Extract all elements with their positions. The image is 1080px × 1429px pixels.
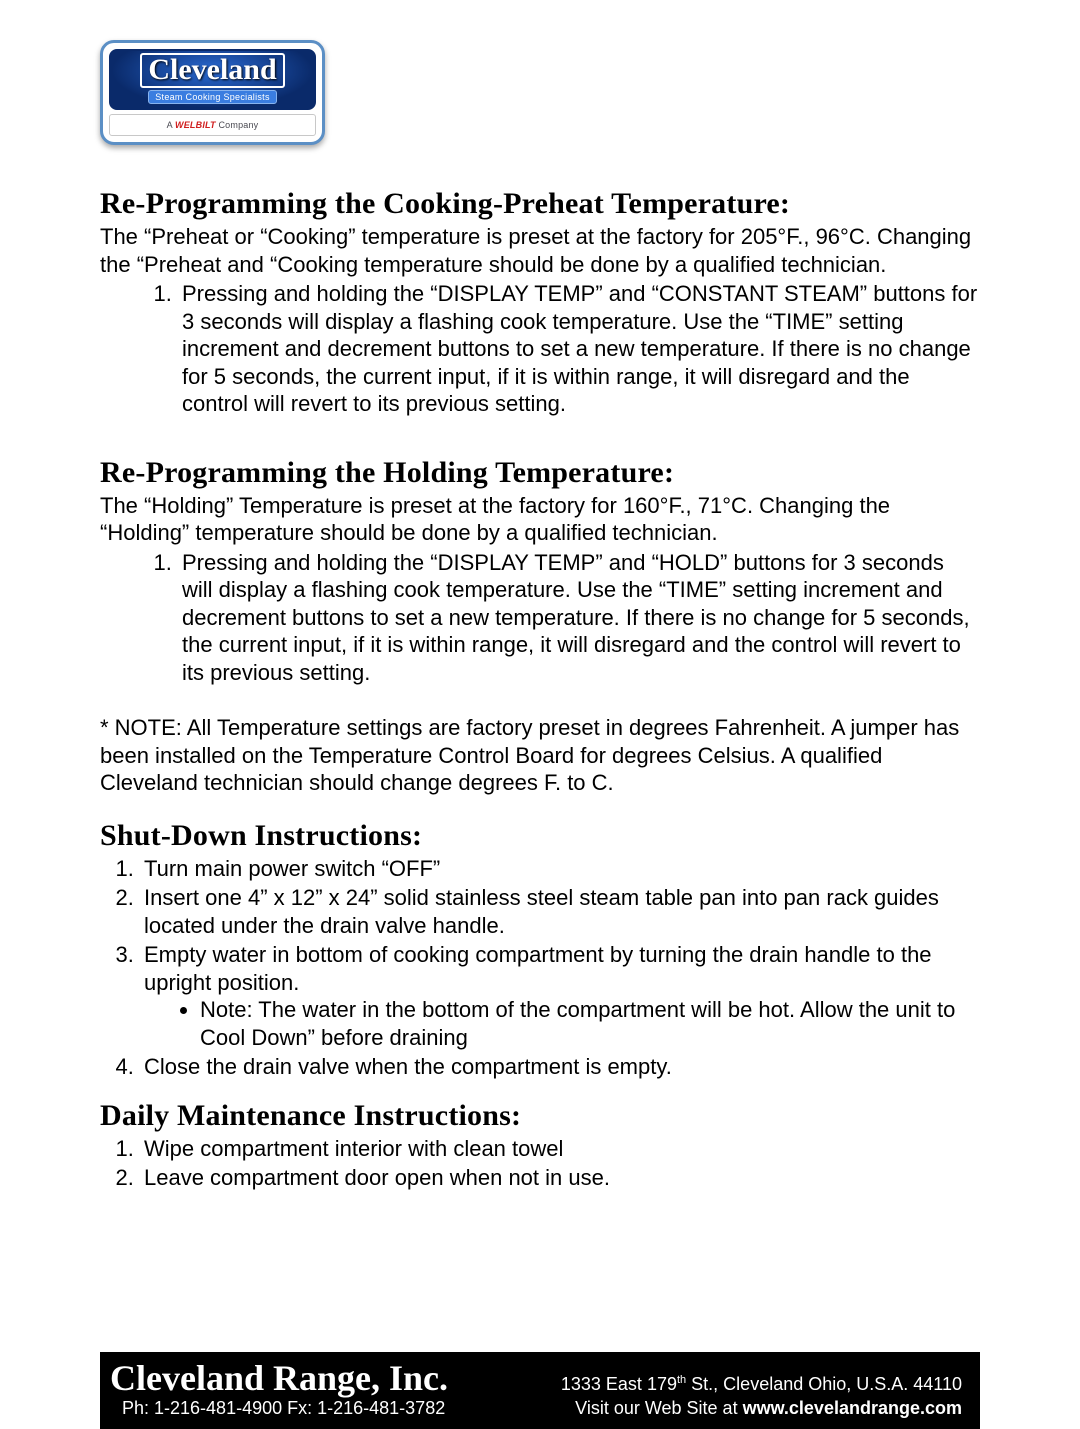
- step-shutdown-3-text: Empty water in bottom of cooking compart…: [144, 942, 932, 995]
- logo-company-prefix: A: [167, 120, 175, 130]
- company-logo: Cleveland Steam Cooking Specialists A WE…: [100, 40, 325, 145]
- step-maintenance-1: Wipe compartment interior with clean tow…: [140, 1135, 980, 1163]
- footer-company-name: Cleveland Range, Inc.: [110, 1360, 448, 1396]
- intro-cooking-preheat: The “Preheat or “Cooking” temperature is…: [100, 223, 980, 278]
- step-holding-1: Pressing and holding the “DISPLAY TEMP” …: [178, 549, 980, 687]
- logo-bottom-panel: A WELBILT Company: [109, 114, 316, 136]
- heading-maintenance: Daily Maintenance Instructions:: [100, 1099, 980, 1133]
- step-shutdown-3-note: Note: The water in the bottom of the com…: [200, 996, 980, 1051]
- logo-company-suffix: Company: [216, 120, 259, 130]
- section-maintenance: Daily Maintenance Instructions: Wipe com…: [100, 1099, 980, 1192]
- footer-website: Visit our Web Site at www.clevelandrange…: [575, 1398, 962, 1419]
- step-shutdown-4: Close the drain valve when the compartme…: [140, 1053, 980, 1081]
- section-shutdown: Shut-Down Instructions: Turn main power …: [100, 819, 980, 1081]
- heading-shutdown: Shut-Down Instructions:: [100, 819, 980, 853]
- heading-holding: Re-Programming the Holding Temperature:: [100, 456, 980, 490]
- section-holding: Re-Programming the Holding Temperature: …: [100, 456, 980, 687]
- step-maintenance-2: Leave compartment door open when not in …: [140, 1164, 980, 1192]
- page-footer: Cleveland Range, Inc. 1333 East 179th St…: [100, 1352, 980, 1429]
- footer-address-post: St., Cleveland Ohio, U.S.A. 44110: [686, 1374, 962, 1394]
- steps-shutdown: Turn main power switch “OFF” Insert one …: [100, 855, 980, 1081]
- footer-row-1: Cleveland Range, Inc. 1333 East 179th St…: [110, 1360, 962, 1396]
- document-page: Cleveland Steam Cooking Specialists A WE…: [0, 0, 1080, 1192]
- temperature-note: * NOTE: All Temperature settings are fac…: [100, 714, 980, 797]
- heading-cooking-preheat: Re-Programming the Cooking-Preheat Tempe…: [100, 187, 980, 221]
- footer-address-sup: th: [677, 1374, 686, 1386]
- steps-cooking-preheat: Pressing and holding the “DISPLAY TEMP” …: [100, 280, 980, 418]
- step-shutdown-1: Turn main power switch “OFF”: [140, 855, 980, 883]
- logo-top-panel: Cleveland Steam Cooking Specialists: [109, 49, 316, 110]
- section-cooking-preheat: Re-Programming the Cooking-Preheat Tempe…: [100, 187, 980, 418]
- intro-holding: The “Holding” Temperature is preset at t…: [100, 492, 980, 547]
- step-cooking-preheat-1: Pressing and holding the “DISPLAY TEMP” …: [178, 280, 980, 418]
- footer-row-2: Ph: 1-216-481-4900 Fx: 1-216-481-3782 Vi…: [110, 1398, 962, 1419]
- step-shutdown-2: Insert one 4” x 12” x 24” solid stainles…: [140, 884, 980, 939]
- footer-web-label: Visit our Web Site at: [575, 1398, 742, 1418]
- steps-maintenance: Wipe compartment interior with clean tow…: [100, 1135, 980, 1192]
- logo-brand-text: Cleveland: [140, 53, 284, 88]
- step-shutdown-3: Empty water in bottom of cooking compart…: [140, 941, 980, 1051]
- footer-address: 1333 East 179th St., Cleveland Ohio, U.S…: [561, 1374, 962, 1395]
- footer-web-url: www.clevelandrange.com: [743, 1398, 962, 1418]
- footer-phones: Ph: 1-216-481-4900 Fx: 1-216-481-3782: [110, 1398, 445, 1419]
- logo-subline: Steam Cooking Specialists: [148, 90, 277, 104]
- steps-holding: Pressing and holding the “DISPLAY TEMP” …: [100, 549, 980, 687]
- footer-address-pre: 1333 East 179: [561, 1374, 677, 1394]
- logo-company-brand: WELBILT: [175, 120, 216, 130]
- step-shutdown-3-sublist: Note: The water in the bottom of the com…: [144, 996, 980, 1051]
